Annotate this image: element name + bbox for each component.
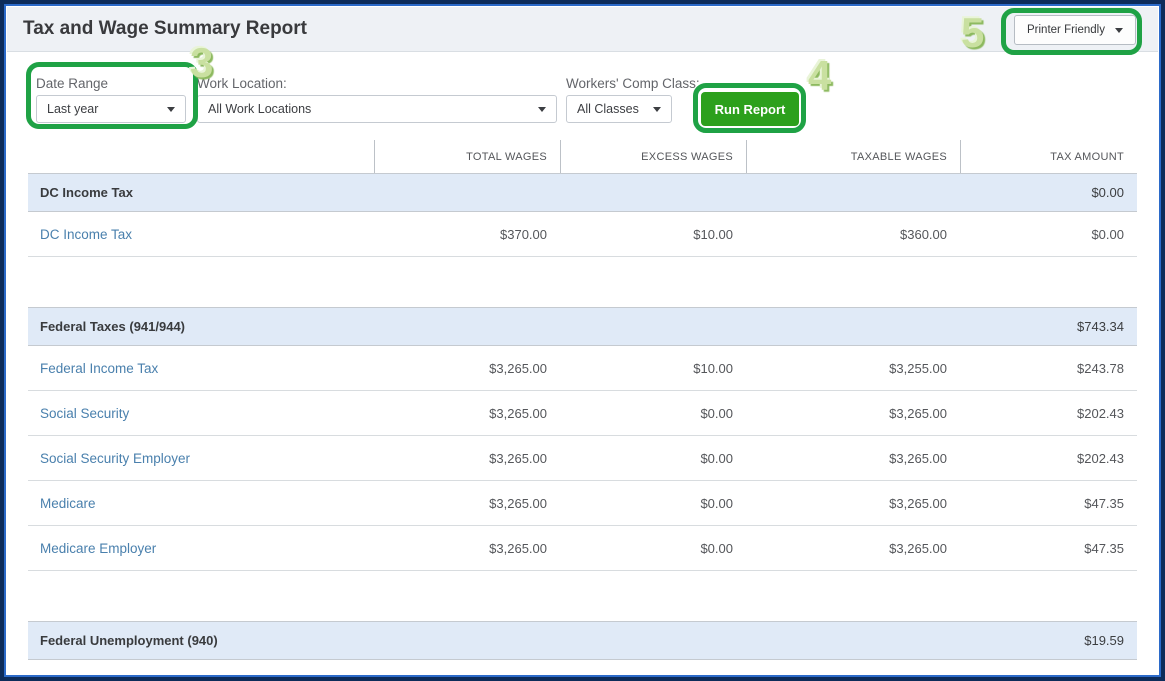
chevron-down-icon [167, 106, 175, 112]
taxable-wages-cell: $3,265.00 [889, 405, 947, 421]
total-wages-cell: $3,265.00 [489, 405, 547, 421]
section-empty-cell [560, 174, 746, 211]
excess-wages-column-header: EXCESS WAGES [560, 140, 746, 173]
comp-class-select[interactable]: All Classes [566, 95, 672, 123]
section-tax-amount-cell: $0.00 [1091, 185, 1124, 200]
report-table: TOTAL WAGES EXCESS WAGES TAXABLE WAGES T… [28, 140, 1137, 660]
total-wages-column-header: TOTAL WAGES [374, 140, 560, 173]
tax-amount-cell: $243.78 [1077, 360, 1124, 376]
excess-wages-cell: $0.00 [700, 495, 733, 511]
tax-detail-link[interactable]: Social Security Employer [40, 450, 191, 466]
work-location-value: All Work Locations [208, 102, 312, 116]
taxable-wages-cell: $3,265.00 [889, 450, 947, 466]
tax-name-cell: Medicare Employer [28, 526, 374, 570]
section-empty-cell [746, 308, 960, 345]
header-bar: Tax and Wage Summary Report Printer Frie… [7, 7, 1158, 52]
tax-amount-cell: $0.00 [1091, 226, 1124, 242]
section-title: DC Income Tax [40, 185, 133, 200]
total-wages-cell: $3,265.00 [489, 360, 547, 376]
tax-name-cell: DC Income Tax [28, 212, 374, 256]
excess-wages-cell: $0.00 [700, 450, 733, 466]
tax-row: Medicare Employer $3,265.00 $0.00 $3,265.00… [28, 526, 1137, 571]
excess-wages-cell: $0.00 [700, 405, 733, 421]
tax-detail-link[interactable]: Social Security [40, 405, 130, 421]
section-empty-cell [560, 308, 746, 345]
tax-detail-link[interactable]: DC Income Tax [40, 226, 133, 242]
total-wages-cell: $3,265.00 [489, 540, 547, 556]
tax-row: Federal Income Tax $3,265.00 $10.00 $3,255.… [28, 346, 1137, 391]
printer-friendly-label: Printer Friendly [1027, 24, 1105, 36]
date-range-value: Last year [47, 102, 99, 116]
tax-row: Medicare $3,265.00 $0.00 $3,265.00 $47.35 [28, 481, 1137, 526]
tax-name-cell: Social Security Employer [28, 436, 374, 480]
work-location-label: Work Location: [197, 76, 287, 91]
section-tax-amount-cell: $19.59 [1084, 633, 1124, 648]
section-empty-cell [374, 308, 560, 345]
section-empty-cell [746, 622, 960, 659]
comp-class-label: Workers' Comp Class: [566, 76, 700, 91]
section-tax-amount-cell: $743.34 [1077, 319, 1124, 334]
section-title: Federal Taxes (941/944) [40, 319, 186, 334]
tax-detail-link[interactable]: Medicare [40, 495, 96, 511]
tax-name-cell: Federal Income Tax [28, 346, 374, 390]
tax-name-cell: Social Security [28, 391, 374, 435]
printer-friendly-dropdown[interactable]: Printer Friendly [1014, 15, 1136, 45]
run-report-button[interactable]: Run Report [701, 92, 799, 126]
date-range-label: Date Range [36, 76, 109, 91]
table-sections: DC Income Tax $0.00 DC Income Tax $370.00 $1… [28, 173, 1137, 660]
taxable-wages-column-header: TAXABLE WAGES [746, 140, 960, 173]
total-wages-cell: $3,265.00 [489, 450, 547, 466]
total-wages-cell: $370.00 [500, 226, 547, 242]
annotation-number-4: 4 [808, 52, 832, 99]
tax-amount-column-header: TAX AMOUNT [960, 140, 1137, 173]
tax-name-cell: Medicare [28, 481, 374, 525]
taxable-wages-cell: $360.00 [900, 226, 947, 242]
tax-detail-link[interactable]: Medicare Employer [40, 540, 157, 556]
comp-class-value: All Classes [577, 102, 639, 116]
excess-wages-cell: $10.00 [693, 226, 733, 242]
tax-row: Social Security $3,265.00 $0.00 $3,265.00 $2… [28, 391, 1137, 436]
tax-row: DC Income Tax $370.00 $10.00 $360.00 $0.00 [28, 212, 1137, 257]
tax-amount-cell: $202.43 [1077, 405, 1124, 421]
section-gap [28, 571, 1137, 621]
page-title: Tax and Wage Summary Report [23, 18, 308, 39]
work-location-select[interactable]: All Work Locations [197, 95, 557, 123]
excess-wages-cell: $0.00 [700, 540, 733, 556]
section-title: Federal Unemployment (940) [40, 633, 218, 648]
chevron-down-icon [1115, 27, 1123, 33]
section-empty-cell [560, 622, 746, 659]
table-header-row: TOTAL WAGES EXCESS WAGES TAXABLE WAGES T… [28, 140, 1137, 173]
tax-amount-cell: $47.35 [1084, 540, 1124, 556]
section-header-row: Federal Taxes (941/944) $743.34 [28, 307, 1137, 346]
excess-wages-cell: $10.00 [693, 360, 733, 376]
section-empty-cell [374, 174, 560, 211]
tax-detail-link[interactable]: Federal Income Tax [40, 360, 159, 376]
section-empty-cell [746, 174, 960, 211]
tax-row: Social Security Employer $3,265.00 $0.00 $3… [28, 436, 1137, 481]
date-range-select[interactable]: Last year [36, 95, 186, 123]
section-header-row: DC Income Tax $0.00 [28, 173, 1137, 212]
chevron-down-icon [653, 106, 661, 112]
chevron-down-icon [538, 106, 546, 112]
tax-amount-cell: $202.43 [1077, 450, 1124, 466]
section-gap [28, 257, 1137, 307]
section-empty-cell [374, 622, 560, 659]
name-column-header [28, 140, 374, 173]
total-wages-cell: $3,265.00 [489, 495, 547, 511]
section-header-row: Federal Unemployment (940) $19.59 [28, 621, 1137, 660]
taxable-wages-cell: $3,255.00 [889, 360, 947, 376]
tax-amount-cell: $47.35 [1084, 495, 1124, 511]
taxable-wages-cell: $3,265.00 [889, 540, 947, 556]
taxable-wages-cell: $3,265.00 [889, 495, 947, 511]
